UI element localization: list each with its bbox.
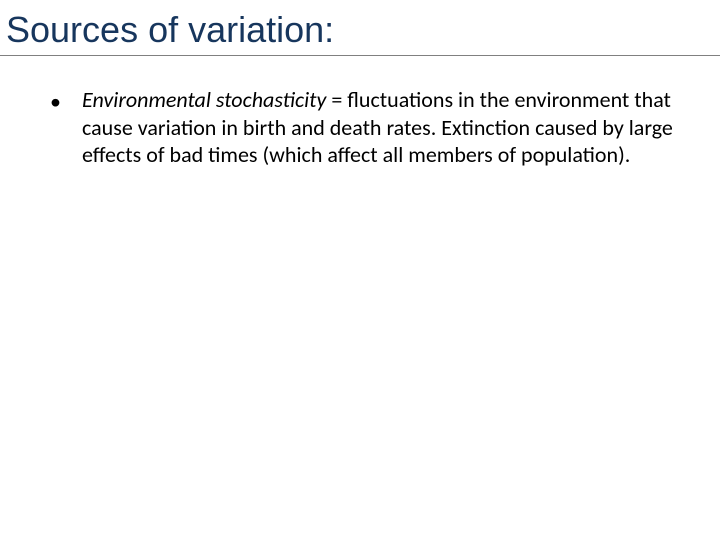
bullet-term: Environmental stochasticity [82, 86, 326, 113]
slide-title: Sources of variation: [0, 0, 720, 56]
bullet-text: Environmental stochasticity = fluctuatio… [82, 86, 680, 169]
bullet-marker: • [50, 86, 82, 117]
slide-body: • Environmental stochasticity = fluctuat… [0, 56, 720, 169]
bullet-item: • Environmental stochasticity = fluctuat… [50, 86, 680, 169]
slide: Sources of variation: • Environmental st… [0, 0, 720, 540]
